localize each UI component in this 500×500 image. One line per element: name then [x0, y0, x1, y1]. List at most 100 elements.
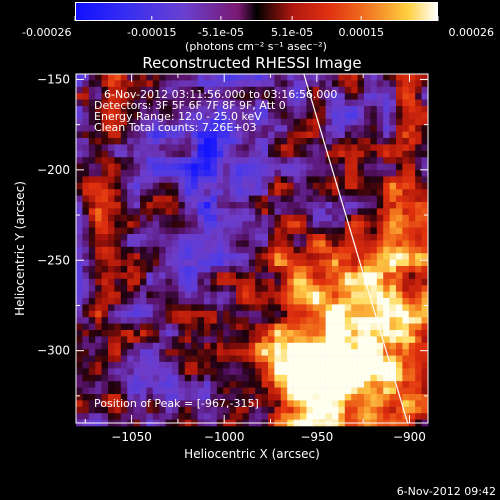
heat-cell — [223, 246, 230, 254]
heat-cell — [140, 240, 147, 248]
heat-cell — [204, 362, 211, 369]
heat-cell — [120, 291, 128, 299]
heat-cell — [408, 266, 416, 273]
heat-cell — [159, 336, 166, 344]
heat-cell — [210, 86, 218, 94]
heat-cell — [300, 285, 307, 292]
heat-cell — [127, 291, 134, 299]
heat-cell — [376, 381, 384, 388]
heat-cell — [223, 240, 230, 248]
heat-cell — [236, 182, 243, 190]
heat-cell — [216, 253, 224, 260]
heat-cell — [255, 272, 262, 280]
heat-cell — [396, 240, 403, 248]
heat-cell — [280, 163, 288, 171]
heat-cell — [357, 106, 365, 113]
heat-cell — [351, 336, 358, 344]
heat-cell — [344, 138, 352, 145]
heat-cell — [159, 112, 166, 120]
heat-cell — [101, 355, 109, 363]
heat-cell — [421, 182, 429, 190]
heat-cell — [114, 400, 122, 408]
heat-cell — [287, 208, 294, 216]
heat-cell — [108, 144, 115, 152]
heat-cell — [236, 285, 243, 292]
heat-cell — [396, 342, 403, 350]
heat-cell — [364, 330, 371, 337]
heat-cell — [293, 266, 301, 273]
heat-cell — [127, 278, 134, 286]
heat-cell — [396, 106, 403, 113]
heat-cell — [255, 93, 262, 100]
heat-cell — [236, 336, 243, 344]
heat-cell — [140, 157, 147, 164]
heat-cell — [120, 234, 128, 241]
heat-cell — [274, 394, 282, 401]
heat-cell — [120, 176, 128, 184]
heat-cell — [415, 80, 422, 88]
heat-cell — [389, 323, 397, 331]
heat-cell — [127, 125, 134, 132]
heat-cell — [274, 112, 282, 120]
heat-cell — [101, 304, 109, 312]
heat-cell — [236, 368, 243, 376]
heat-cell — [88, 125, 96, 132]
heat-cell — [236, 253, 243, 260]
heat-cell — [344, 214, 352, 222]
heat-cell — [120, 406, 128, 414]
heat-cell — [114, 278, 122, 286]
heat-cell — [82, 163, 90, 171]
heat-cell — [261, 330, 269, 337]
heat-cell — [408, 214, 416, 222]
heat-cell — [357, 400, 365, 408]
heat-cell — [389, 80, 397, 88]
heat-cell — [402, 310, 410, 318]
heat-cell — [389, 176, 397, 184]
heat-cell — [204, 330, 211, 337]
heat-cell — [319, 342, 326, 350]
heat-cell — [268, 221, 275, 228]
heat-cell — [184, 74, 192, 81]
heat-cell — [389, 272, 397, 280]
heat-cell — [383, 138, 390, 145]
heat-cell — [287, 138, 294, 145]
heat-cell — [197, 221, 205, 228]
heat-cell — [204, 106, 211, 113]
heat-cell — [210, 202, 218, 209]
heat-cell — [383, 86, 390, 94]
heat-cell — [357, 336, 365, 344]
heat-cell — [261, 157, 269, 164]
heat-cell — [146, 182, 154, 190]
heat-cell — [229, 259, 237, 267]
heat-cell — [152, 118, 160, 126]
heat-cell — [402, 298, 410, 305]
heat-cell — [242, 182, 250, 190]
heat-cell — [204, 317, 211, 324]
heat-cell — [396, 221, 403, 228]
heat-cell — [383, 227, 390, 235]
heat-cell — [210, 368, 218, 376]
heat-cell — [191, 157, 198, 164]
heat-cell — [204, 336, 211, 344]
heat-cell — [223, 106, 230, 113]
heat-cell — [76, 246, 83, 254]
heat-cell — [114, 259, 122, 267]
heat-cell — [191, 125, 198, 132]
heat-cell — [261, 310, 269, 318]
heat-cell — [280, 195, 288, 203]
heat-cell — [152, 317, 160, 324]
heat-cell — [210, 138, 218, 145]
heat-cell — [114, 80, 122, 88]
heat-cell — [114, 163, 122, 171]
heat-cell — [82, 195, 90, 203]
heat-cell — [396, 413, 403, 420]
heat-cell — [229, 413, 237, 420]
heat-cell — [268, 106, 275, 113]
heat-cell — [332, 266, 339, 273]
heat-cell — [88, 163, 96, 171]
heat-cell — [383, 298, 390, 305]
heat-cell — [127, 298, 134, 305]
heat-cell — [120, 138, 128, 145]
heat-cell — [306, 323, 314, 331]
heat-cell — [325, 381, 333, 388]
